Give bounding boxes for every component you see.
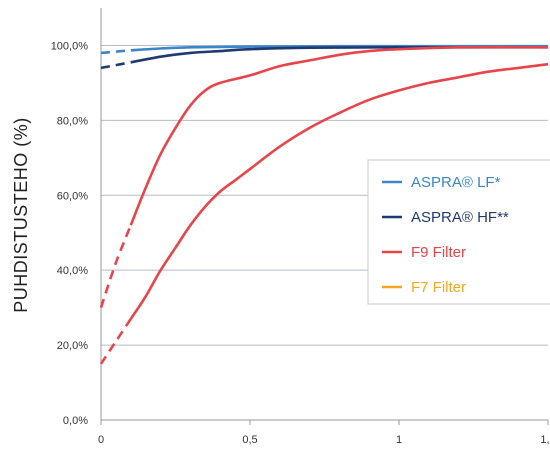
series-line: [130, 45, 548, 64]
x-tick-label: 1: [396, 434, 402, 446]
y-tick-label: 60,0%: [57, 190, 88, 202]
y-tick-label: 80,0%: [57, 115, 88, 127]
y-tick-label: 0,0%: [63, 415, 88, 427]
x-tick-label: 0,5: [242, 434, 257, 446]
x-tick-label: 1,5: [540, 434, 550, 446]
series-line-dashed: [100, 61, 132, 70]
legend-label: F9 Filter: [411, 244, 466, 261]
series-1: [100, 45, 548, 70]
series-line: [129, 62, 549, 320]
series-3: [99, 62, 549, 365]
series-layer: [99, 44, 549, 365]
y-tick-labels: 0,0% 20,0% 40,0% 60,0% 80,0% 100,0%: [51, 40, 89, 427]
series-line: [129, 45, 549, 226]
y-tick-label: 100,0%: [51, 40, 89, 52]
series-line-dashed: [99, 224, 133, 309]
legend: ASPRA® LF* ASPRA® HF** F9 Filter F7 Filter: [367, 159, 550, 305]
y-axis-label: PUHDISTUSTEHO (%): [11, 117, 31, 313]
series-2: [99, 45, 549, 309]
x-tick-label: 0: [98, 434, 104, 446]
y-tick-label: 20,0%: [57, 340, 88, 352]
legend-label: ASPRA® LF*: [411, 174, 501, 191]
legend-label: ASPRA® HF**: [411, 209, 509, 226]
legend-box: [367, 159, 550, 305]
y-tick-label: 40,0%: [57, 265, 88, 277]
legend-label: F7 Filter: [411, 279, 466, 296]
series-line-dashed: [100, 49, 131, 55]
series-line-dashed: [99, 318, 132, 365]
x-tick-labels: 0 0,5 1 1,5: [98, 420, 550, 446]
